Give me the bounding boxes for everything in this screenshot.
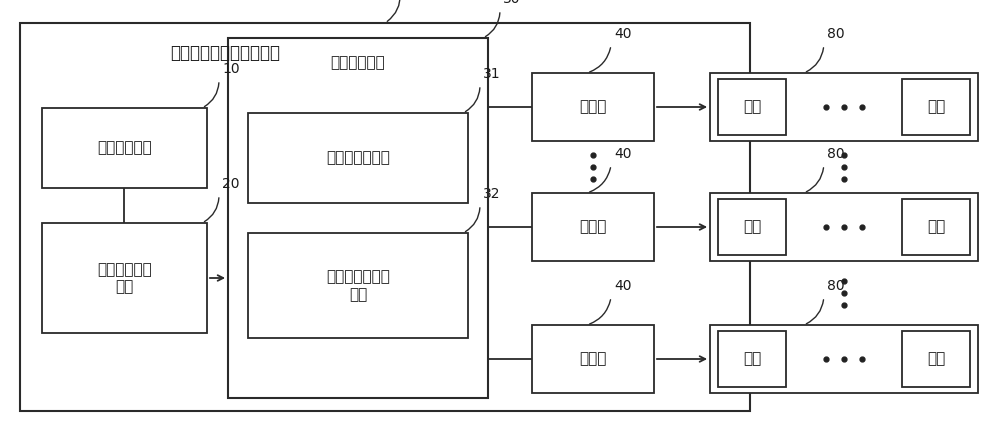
Text: 32: 32 xyxy=(483,187,501,201)
Bar xyxy=(902,79,970,135)
Bar xyxy=(248,233,468,338)
Text: 80: 80 xyxy=(827,279,844,293)
Text: 80: 80 xyxy=(827,147,844,161)
Bar xyxy=(718,331,786,387)
Text: 30: 30 xyxy=(503,0,520,6)
Text: 计算性能分析
模块: 计算性能分析 模块 xyxy=(97,262,152,294)
Text: 20: 20 xyxy=(222,177,239,191)
Text: 31: 31 xyxy=(483,67,501,81)
Bar xyxy=(248,113,468,203)
Text: 10: 10 xyxy=(222,62,240,76)
Text: 频点设置模块: 频点设置模块 xyxy=(97,140,152,155)
Bar xyxy=(42,223,207,333)
Bar xyxy=(532,325,654,393)
Bar xyxy=(532,73,654,141)
Text: 锁相环: 锁相环 xyxy=(579,352,607,366)
Bar xyxy=(532,193,654,261)
Bar xyxy=(902,199,970,255)
Bar xyxy=(710,73,978,141)
Text: 80: 80 xyxy=(827,27,844,41)
Bar xyxy=(42,108,207,188)
Text: 内核: 内核 xyxy=(927,352,945,366)
Text: 内核: 内核 xyxy=(743,352,761,366)
Bar xyxy=(20,23,750,411)
Bar xyxy=(710,325,978,393)
Text: 频率调整子模块: 频率调整子模块 xyxy=(326,151,390,165)
Text: 内核: 内核 xyxy=(743,220,761,235)
Text: 停止频率调整子
模块: 停止频率调整子 模块 xyxy=(326,269,390,302)
Bar xyxy=(710,193,978,261)
Text: 内核: 内核 xyxy=(927,100,945,114)
Bar xyxy=(718,199,786,255)
Text: 锁相环: 锁相环 xyxy=(579,100,607,114)
Bar xyxy=(228,38,488,398)
Text: 40: 40 xyxy=(614,27,632,41)
Text: 频率调整模块: 频率调整模块 xyxy=(331,55,385,71)
Text: 40: 40 xyxy=(614,147,632,161)
Text: 内核: 内核 xyxy=(743,100,761,114)
Bar xyxy=(718,79,786,135)
Text: 内核: 内核 xyxy=(927,220,945,235)
Bar xyxy=(902,331,970,387)
Text: 锁相环: 锁相环 xyxy=(579,220,607,235)
Text: 40: 40 xyxy=(614,279,632,293)
Text: 计算设备的芯片调频装置: 计算设备的芯片调频装置 xyxy=(170,44,280,62)
